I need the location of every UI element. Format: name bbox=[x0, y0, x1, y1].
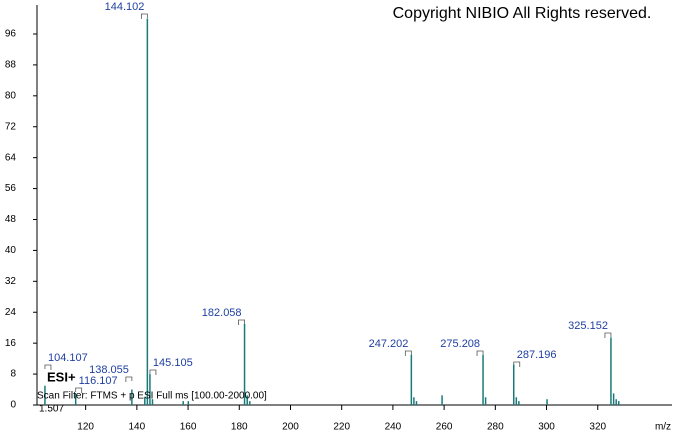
y-tick-label: 56 bbox=[5, 183, 17, 194]
label-bracket bbox=[75, 387, 83, 393]
x-tick-label: 180 bbox=[231, 422, 248, 433]
peak-label: 182.058 bbox=[202, 307, 242, 319]
x-tick-label: 240 bbox=[385, 422, 402, 433]
peak-label: 144.102 bbox=[105, 1, 145, 13]
x-tick-label: 220 bbox=[333, 422, 350, 433]
x-tick-label: 120 bbox=[77, 422, 94, 433]
peak-label: 116.107 bbox=[79, 375, 118, 387]
y-tick-label: 80 bbox=[5, 90, 17, 101]
peak-label: 247.202 bbox=[369, 338, 409, 350]
y-tick-label: 24 bbox=[5, 307, 17, 318]
x-tick-label: 300 bbox=[538, 422, 555, 433]
label-bracket bbox=[125, 376, 133, 382]
peak-label: 145.105 bbox=[153, 357, 193, 369]
y-tick-label: 64 bbox=[5, 152, 17, 163]
time-label: 1.507 bbox=[39, 404, 64, 415]
x-tick-label: 260 bbox=[436, 422, 453, 433]
scan-filter: Scan Filter: FTMS + p ESI Full ms [100.0… bbox=[37, 391, 267, 402]
x-tick-label: 200 bbox=[282, 422, 299, 433]
y-tick-label: 88 bbox=[5, 60, 17, 71]
x-tick-label: 280 bbox=[487, 422, 504, 433]
peak-label: 325.152 bbox=[568, 320, 608, 332]
x-tick-label: 160 bbox=[180, 422, 197, 433]
y-tick-label: 40 bbox=[5, 245, 17, 256]
y-tick-label: 8 bbox=[10, 369, 16, 380]
peak-label: 287.196 bbox=[517, 349, 557, 361]
y-tick-label: 32 bbox=[5, 276, 17, 287]
label-bracket bbox=[238, 319, 245, 325]
chart-title: Copyright NIBIO All Rights reserved. bbox=[393, 5, 652, 22]
label-bracket bbox=[44, 364, 52, 370]
y-tick-label: 48 bbox=[5, 214, 17, 225]
label-bracket bbox=[140, 13, 148, 19]
y-tick-label: 16 bbox=[5, 338, 17, 349]
x-tick-label: 320 bbox=[589, 422, 606, 433]
y-tick-label: 72 bbox=[5, 121, 17, 132]
x-axis-label: m/z bbox=[655, 422, 671, 433]
peak-label: 138.055 bbox=[89, 364, 129, 376]
label-bracket bbox=[149, 369, 157, 375]
peak-label: 275.208 bbox=[440, 338, 480, 350]
y-tick-label: 0 bbox=[10, 400, 16, 411]
peak-label: 104.107 bbox=[48, 352, 88, 364]
mode-label: ESI+ bbox=[47, 369, 76, 384]
label-bracket bbox=[404, 350, 412, 356]
label-bracket bbox=[513, 361, 521, 367]
x-tick-label: 140 bbox=[129, 422, 146, 433]
label-bracket bbox=[476, 350, 484, 356]
y-tick-label: 96 bbox=[5, 29, 17, 40]
label-bracket bbox=[604, 332, 612, 338]
